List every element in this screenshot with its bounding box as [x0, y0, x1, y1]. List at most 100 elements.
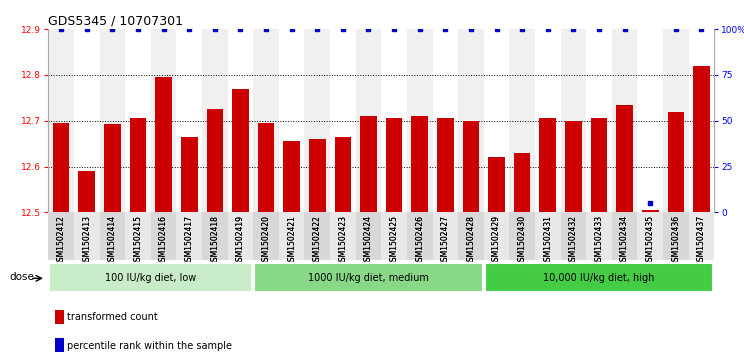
- Text: GSM1502419: GSM1502419: [236, 215, 245, 266]
- Bar: [407, 29, 432, 212]
- Text: GSM1502425: GSM1502425: [390, 215, 399, 266]
- Bar: [48, 29, 74, 212]
- Text: GSM1502423: GSM1502423: [339, 215, 347, 266]
- Bar: [360, 116, 376, 212]
- Bar: [386, 118, 403, 212]
- Text: GSM1502412: GSM1502412: [57, 215, 65, 266]
- Text: GSM1502436: GSM1502436: [671, 215, 680, 266]
- Text: GSM1502426: GSM1502426: [415, 215, 424, 266]
- Bar: [309, 139, 326, 212]
- Text: GSM1502428: GSM1502428: [466, 215, 475, 266]
- Text: GSM1502420: GSM1502420: [262, 215, 271, 266]
- Bar: [463, 121, 479, 212]
- Text: transformed count: transformed count: [67, 312, 158, 322]
- Text: GSM1502437: GSM1502437: [697, 215, 706, 266]
- Bar: [638, 29, 663, 212]
- Text: GSM1502424: GSM1502424: [364, 215, 373, 266]
- Text: GSM1502420: GSM1502420: [262, 215, 271, 266]
- Text: 100 IU/kg diet, low: 100 IU/kg diet, low: [105, 273, 196, 283]
- Bar: [279, 29, 304, 212]
- Bar: [514, 153, 530, 212]
- Text: GSM1502435: GSM1502435: [646, 215, 655, 266]
- Text: GSM1502431: GSM1502431: [543, 215, 552, 266]
- Bar: [535, 212, 560, 260]
- Text: GSM1502414: GSM1502414: [108, 215, 117, 266]
- Bar: [151, 29, 176, 212]
- Text: GSM1502422: GSM1502422: [312, 215, 321, 266]
- Bar: [129, 118, 147, 212]
- Text: GSM1502434: GSM1502434: [620, 215, 629, 266]
- Text: GSM1502432: GSM1502432: [569, 215, 578, 266]
- Bar: [510, 212, 535, 260]
- Bar: [176, 29, 202, 212]
- Text: GSM1502427: GSM1502427: [441, 215, 450, 266]
- Text: 1000 IU/kg diet, medium: 1000 IU/kg diet, medium: [308, 273, 429, 283]
- Bar: [228, 212, 253, 260]
- Bar: [330, 212, 356, 260]
- Text: GSM1502415: GSM1502415: [133, 215, 143, 266]
- Text: GSM1502433: GSM1502433: [594, 215, 603, 266]
- Text: GSM1502431: GSM1502431: [543, 215, 552, 266]
- Bar: [176, 212, 202, 260]
- Bar: [689, 212, 714, 260]
- Bar: [642, 210, 658, 212]
- Bar: [202, 29, 228, 212]
- Bar: [202, 212, 228, 260]
- Bar: [55, 338, 64, 352]
- Bar: [155, 77, 172, 212]
- Text: GSM1502421: GSM1502421: [287, 215, 296, 266]
- Text: GSM1502428: GSM1502428: [466, 215, 475, 266]
- Bar: [535, 29, 560, 212]
- Bar: [330, 29, 356, 212]
- Bar: [253, 212, 279, 260]
- Bar: [484, 263, 713, 293]
- Text: GSM1502417: GSM1502417: [185, 215, 193, 266]
- Bar: [382, 29, 407, 212]
- Text: GSM1502421: GSM1502421: [287, 215, 296, 266]
- Text: GSM1502417: GSM1502417: [185, 215, 193, 266]
- Bar: [228, 29, 253, 212]
- Bar: [356, 212, 382, 260]
- Bar: [356, 29, 382, 212]
- Bar: [151, 212, 176, 260]
- Bar: [48, 212, 74, 260]
- Bar: [279, 212, 304, 260]
- Bar: [458, 29, 484, 212]
- Text: GSM1502434: GSM1502434: [620, 215, 629, 266]
- Bar: [689, 29, 714, 212]
- Text: GSM1502414: GSM1502414: [108, 215, 117, 266]
- Text: 10,000 IU/kg diet, high: 10,000 IU/kg diet, high: [543, 273, 655, 283]
- Bar: [560, 212, 586, 260]
- Bar: [74, 212, 100, 260]
- Bar: [335, 137, 351, 212]
- Text: GDS5345 / 10707301: GDS5345 / 10707301: [48, 15, 183, 28]
- Bar: [484, 212, 510, 260]
- Bar: [432, 29, 458, 212]
- Bar: [458, 212, 484, 260]
- Text: GSM1502433: GSM1502433: [594, 215, 603, 266]
- Bar: [304, 212, 330, 260]
- Bar: [407, 212, 432, 260]
- Text: GSM1502412: GSM1502412: [57, 215, 65, 266]
- Bar: [181, 137, 198, 212]
- Text: GSM1502426: GSM1502426: [415, 215, 424, 266]
- Bar: [382, 212, 407, 260]
- Text: GSM1502427: GSM1502427: [441, 215, 450, 266]
- Text: GSM1502436: GSM1502436: [671, 215, 680, 266]
- Text: dose: dose: [10, 272, 34, 282]
- Bar: [612, 212, 638, 260]
- Bar: [100, 29, 125, 212]
- Bar: [586, 29, 612, 212]
- Bar: [411, 116, 428, 212]
- Text: GSM1502424: GSM1502424: [364, 215, 373, 266]
- Bar: [560, 29, 586, 212]
- Text: percentile rank within the sample: percentile rank within the sample: [67, 341, 232, 351]
- Text: GSM1502423: GSM1502423: [339, 215, 347, 266]
- Bar: [49, 263, 252, 293]
- Text: GSM1502416: GSM1502416: [159, 215, 168, 266]
- Text: GSM1502437: GSM1502437: [697, 215, 706, 266]
- Text: GSM1502419: GSM1502419: [236, 215, 245, 266]
- Bar: [254, 263, 483, 293]
- Text: GSM1502432: GSM1502432: [569, 215, 578, 266]
- Bar: [100, 212, 125, 260]
